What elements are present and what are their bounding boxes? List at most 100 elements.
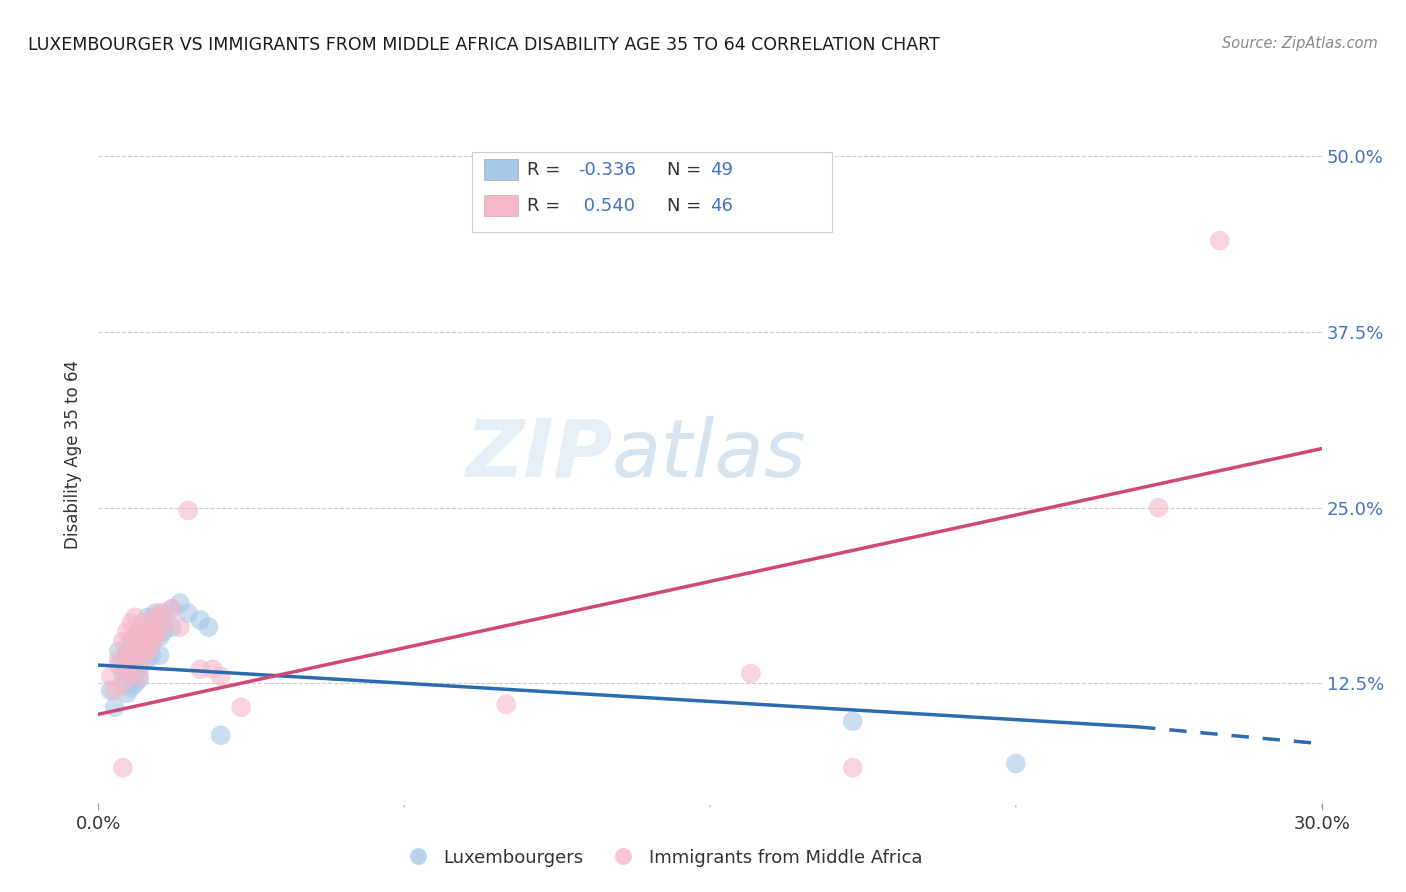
Point (124, 676, 146, 690)
Point (128, 648, 150, 663)
Point (120, 644, 142, 658)
Point (100, 669, 122, 683)
Point (124, 666, 146, 681)
Text: R =: R = (526, 197, 565, 215)
Point (115, 676, 138, 690)
Point (120, 666, 142, 681)
Point (231, 700, 253, 714)
Point (152, 606, 174, 620)
Point (100, 683, 122, 698)
Point (149, 648, 172, 663)
Point (120, 634, 142, 648)
FancyBboxPatch shape (484, 195, 517, 216)
Point (111, 761, 134, 775)
Point (149, 630, 172, 644)
Text: 46: 46 (710, 197, 733, 215)
Text: -0.336: -0.336 (578, 161, 636, 178)
Point (124, 630, 146, 644)
Point (841, 761, 863, 775)
Point (104, 700, 127, 714)
Point (132, 620, 155, 634)
Point (209, 669, 232, 683)
Point (124, 652, 146, 666)
Point (149, 606, 172, 620)
Point (188, 662, 212, 676)
Point (124, 610, 146, 624)
Point (495, 698, 517, 712)
Point (740, 666, 762, 681)
Point (132, 648, 155, 663)
Point (169, 620, 191, 634)
Point (141, 624, 163, 639)
Point (132, 615, 155, 630)
Text: LUXEMBOURGER VS IMMIGRANTS FROM MIDDLE AFRICA DISABILITY AGE 35 TO 64 CORRELATIO: LUXEMBOURGER VS IMMIGRANTS FROM MIDDLE A… (28, 36, 939, 54)
Point (120, 648, 142, 663)
Point (128, 624, 150, 639)
Point (160, 602, 183, 616)
Point (152, 615, 174, 630)
Point (136, 644, 159, 658)
Point (128, 639, 150, 653)
Point (115, 648, 138, 663)
FancyBboxPatch shape (471, 153, 832, 232)
Point (111, 634, 134, 648)
Point (120, 655, 142, 669)
Point (115, 662, 138, 676)
Point (201, 662, 224, 676)
Y-axis label: Disability Age 35 to 64: Disability Age 35 to 64 (65, 360, 83, 549)
Point (124, 630, 146, 644)
Point (111, 658, 134, 673)
Point (141, 648, 163, 663)
Point (145, 606, 167, 620)
Point (120, 634, 142, 648)
Point (115, 644, 138, 658)
Point (120, 681, 142, 695)
Point (149, 613, 172, 627)
FancyBboxPatch shape (484, 159, 517, 180)
Point (1004, 756, 1026, 771)
Point (120, 669, 142, 683)
Point (841, 714, 863, 729)
Point (132, 634, 155, 648)
Point (141, 634, 163, 648)
Point (136, 610, 159, 624)
Point (120, 615, 142, 630)
Point (160, 620, 183, 634)
Point (136, 639, 159, 653)
Point (145, 630, 167, 644)
Point (169, 596, 191, 610)
Point (145, 610, 167, 624)
Legend: Luxembourgers, Immigrants from Middle Africa: Luxembourgers, Immigrants from Middle Af… (392, 841, 929, 874)
Point (188, 613, 212, 627)
Point (141, 620, 163, 634)
Point (128, 662, 150, 676)
Point (104, 683, 127, 698)
Point (124, 641, 146, 656)
Point (197, 620, 219, 634)
Text: R =: R = (526, 161, 565, 178)
Text: Source: ZipAtlas.com: Source: ZipAtlas.com (1222, 36, 1378, 51)
Point (160, 602, 183, 616)
Text: 49: 49 (710, 161, 733, 178)
Point (111, 666, 134, 681)
Point (141, 639, 163, 653)
Point (111, 676, 134, 690)
Point (128, 672, 150, 686)
Point (1147, 500, 1170, 515)
Text: ZIP: ZIP (465, 416, 612, 494)
Point (115, 686, 138, 700)
Point (209, 728, 232, 742)
Point (124, 644, 146, 658)
Point (108, 644, 131, 658)
Point (152, 624, 174, 639)
Point (108, 658, 131, 673)
Text: N =: N = (668, 197, 707, 215)
Point (132, 634, 155, 648)
Point (115, 624, 138, 639)
Point (128, 641, 150, 656)
Point (145, 620, 167, 634)
Text: N =: N = (668, 161, 707, 178)
Text: atlas: atlas (612, 416, 807, 494)
Point (136, 652, 159, 666)
Point (128, 669, 150, 683)
